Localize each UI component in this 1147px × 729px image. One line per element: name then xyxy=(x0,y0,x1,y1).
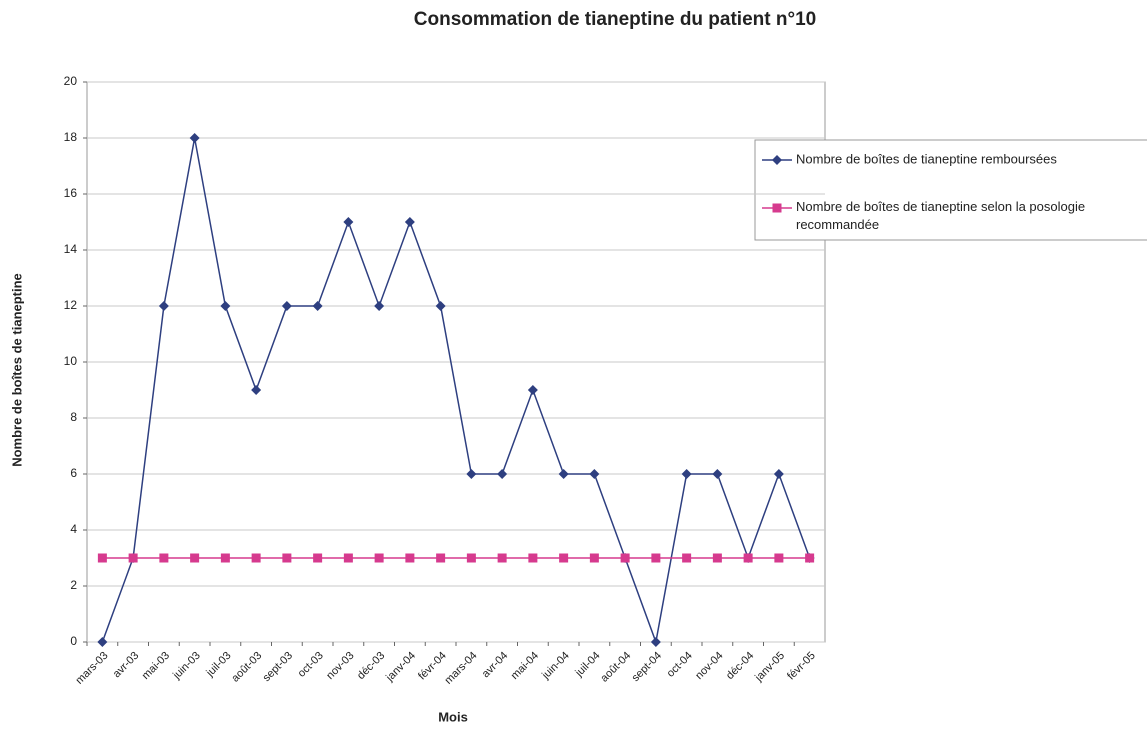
data-point xyxy=(805,553,815,563)
data-point xyxy=(97,553,107,563)
data-point xyxy=(251,553,261,563)
y-tick-label: 18 xyxy=(64,130,78,144)
y-tick-label: 16 xyxy=(64,186,78,200)
data-point xyxy=(712,469,723,479)
legend-line-text: recommandée xyxy=(796,217,879,232)
data-point xyxy=(251,385,262,395)
data-point xyxy=(589,469,600,479)
data-point xyxy=(681,469,692,479)
data-point xyxy=(466,553,476,563)
x-tick-label: août-03 xyxy=(229,650,264,685)
y-tick-label: 20 xyxy=(64,74,78,88)
data-point xyxy=(651,553,661,563)
x-tick-label: nov-03 xyxy=(324,650,356,682)
y-tick-label: 8 xyxy=(70,410,77,424)
x-tick-label: mars-03 xyxy=(74,650,111,687)
data-point xyxy=(405,553,415,563)
legend-label: Nombre de boîtes de tianeptine selon la … xyxy=(796,199,1085,232)
data-point xyxy=(774,553,784,563)
x-tick-label: nov-04 xyxy=(693,650,725,682)
data-point xyxy=(281,301,292,311)
data-point xyxy=(466,469,477,479)
legend-marker xyxy=(772,203,782,213)
data-point xyxy=(528,553,538,563)
x-tick-label: déc-04 xyxy=(724,650,756,682)
data-point xyxy=(312,301,323,311)
data-point xyxy=(343,553,353,563)
y-tick-label: 6 xyxy=(70,466,77,480)
x-tick-label: mars-04 xyxy=(443,650,480,687)
data-point xyxy=(404,217,415,227)
x-tick-label: avr-04 xyxy=(480,650,511,681)
y-axis-title: Nombre de boîtes de tianeptine xyxy=(9,273,24,467)
y-tick-label: 4 xyxy=(70,522,77,536)
chart-title: Consommation de tianeptine du patient n°… xyxy=(414,9,816,30)
x-tick-label: avr-03 xyxy=(111,650,142,681)
legend-line-text: Nombre de boîtes de tianeptine selon la … xyxy=(796,199,1085,214)
data-point xyxy=(559,553,569,563)
data-point xyxy=(497,553,507,563)
x-tick-label: janv-05 xyxy=(752,650,787,685)
data-point xyxy=(282,553,292,563)
x-tick-label: juin-03 xyxy=(170,650,203,683)
data-point xyxy=(374,301,385,311)
data-point xyxy=(159,553,169,563)
y-tick-label: 0 xyxy=(70,634,77,648)
data-point xyxy=(773,469,784,479)
data-point xyxy=(589,553,599,563)
x-tick-label: juin-04 xyxy=(539,650,572,683)
data-point xyxy=(374,553,384,563)
x-tick-label: sept-04 xyxy=(630,650,664,684)
y-tick-label: 14 xyxy=(64,242,78,256)
x-tick-label: oct-03 xyxy=(296,650,326,680)
legend-marker xyxy=(772,155,782,165)
y-tick-label: 2 xyxy=(70,578,77,592)
data-point xyxy=(436,553,446,563)
data-point xyxy=(343,217,354,227)
x-tick-label: oct-04 xyxy=(665,650,695,680)
x-tick-label: janv-04 xyxy=(383,650,418,685)
data-point xyxy=(97,637,108,647)
series-line xyxy=(101,137,811,645)
data-point xyxy=(497,469,508,479)
x-tick-label: sept-03 xyxy=(261,650,295,684)
data-point xyxy=(712,553,722,563)
data-point xyxy=(527,385,538,395)
data-point xyxy=(558,469,569,479)
legend-label: Nombre de boîtes de tianeptine remboursé… xyxy=(796,151,1057,166)
data-point xyxy=(435,301,446,311)
y-tick-label: 10 xyxy=(64,354,78,368)
y-tick-label: 12 xyxy=(64,298,78,312)
x-tick-label: août-04 xyxy=(598,650,633,685)
data-point xyxy=(189,133,200,143)
data-point xyxy=(190,553,200,563)
x-axis-title: Mois xyxy=(438,709,468,724)
data-point xyxy=(682,553,692,563)
data-point xyxy=(128,553,138,563)
data-point xyxy=(158,301,169,311)
data-point xyxy=(620,553,630,563)
x-tick-label: mai-04 xyxy=(509,650,541,682)
data-point xyxy=(313,553,323,563)
data-point xyxy=(650,637,661,647)
data-point xyxy=(220,553,230,563)
x-tick-label: déc-03 xyxy=(355,650,387,682)
data-point xyxy=(743,553,753,563)
legend-box xyxy=(754,139,1147,241)
x-tick-label: mai-03 xyxy=(140,650,172,682)
data-point xyxy=(220,301,231,311)
x-tick-label: févr-05 xyxy=(785,650,818,683)
